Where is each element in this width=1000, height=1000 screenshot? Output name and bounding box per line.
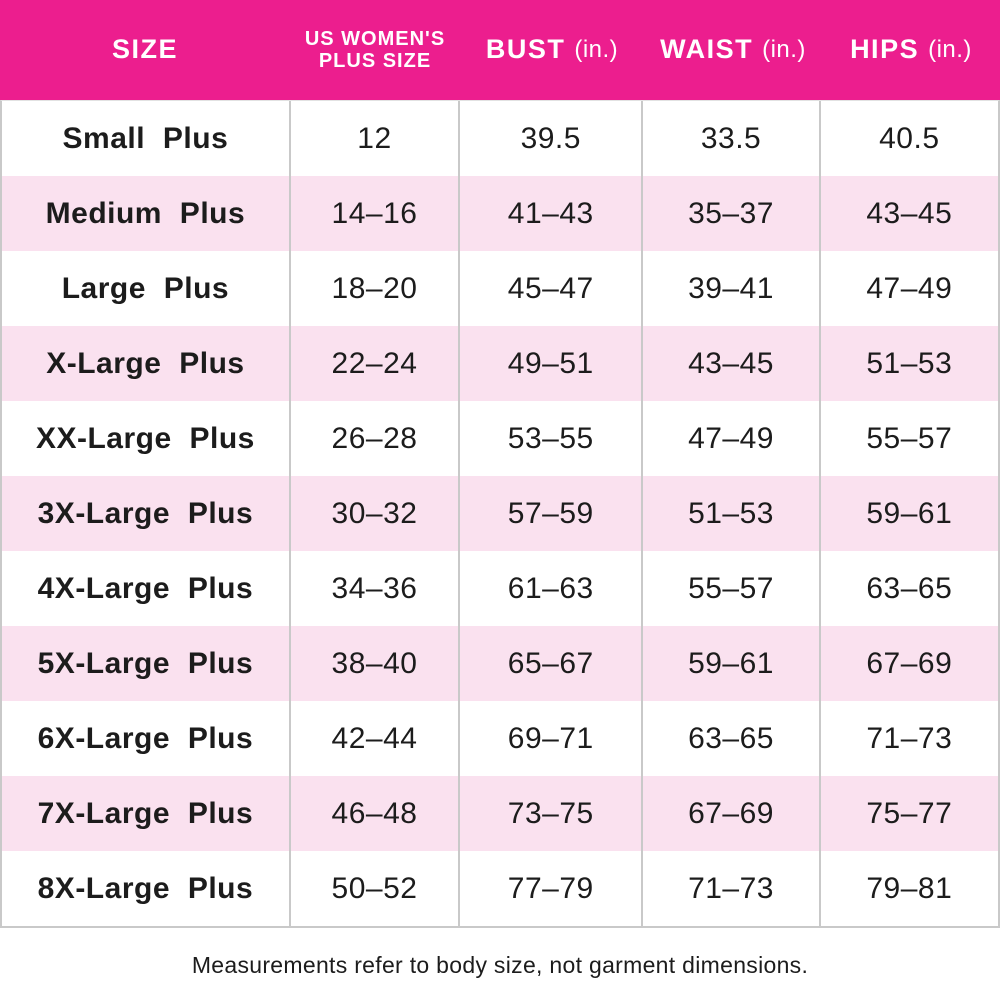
header-hips: HIPS (in.) [822, 0, 1000, 100]
us-plus-size-cell: 38–40 [288, 626, 458, 701]
us-plus-size-cell: 42–44 [288, 701, 458, 776]
bust-cell: 61–63 [458, 551, 641, 626]
us-plus-size-cell: 46–48 [288, 776, 458, 851]
table-row: X-Large Plus 22–24 49–51 43–45 51–53 [2, 326, 998, 401]
hips-cell: 43–45 [818, 176, 998, 251]
table-row: XX-Large Plus 26–28 53–55 47–49 55–57 [2, 401, 998, 476]
header-us-plus-size: US WOMEN'S PLUS SIZE [290, 0, 460, 100]
header-bust-unit: (in.) [574, 35, 619, 63]
header-us-plus-size-label: US WOMEN'S PLUS SIZE [304, 28, 446, 72]
table-row: 8X-Large Plus 50–52 77–79 71–73 79–81 [2, 851, 998, 926]
plus-size-measurement-table: SIZE US WOMEN'S PLUS SIZE BUST (in.) WAI… [0, 0, 1000, 928]
hips-cell: 59–61 [818, 476, 998, 551]
size-cell: 3X-Large Plus [37, 496, 254, 530]
table-row: Medium Plus 14–16 41–43 35–37 43–45 [2, 176, 998, 251]
size-cell: Small Plus [62, 121, 229, 155]
bust-cell: 39.5 [458, 101, 641, 176]
bust-cell: 45–47 [458, 251, 641, 326]
us-plus-size-cell: 34–36 [288, 551, 458, 626]
waist-cell: 33.5 [641, 101, 818, 176]
size-cell: X-Large Plus [46, 346, 245, 380]
hips-cell: 55–57 [818, 401, 998, 476]
header-waist-unit: (in.) [762, 35, 806, 63]
size-cell: 5X-Large Plus [37, 646, 254, 680]
hips-cell: 71–73 [818, 701, 998, 776]
hips-cell: 47–49 [818, 251, 998, 326]
hips-cell: 79–81 [818, 851, 998, 926]
us-plus-size-cell: 30–32 [288, 476, 458, 551]
hips-cell: 51–53 [818, 326, 998, 401]
header-hips-unit: (in.) [928, 35, 972, 63]
waist-cell: 51–53 [641, 476, 818, 551]
us-plus-size-cell: 14–16 [288, 176, 458, 251]
table-row: 3X-Large Plus 30–32 57–59 51–53 59–61 [2, 476, 998, 551]
header-bust-label: BUST [485, 34, 566, 65]
size-cell: 6X-Large Plus [37, 721, 254, 755]
table-body: Small Plus 12 39.5 33.5 40.5 Medium Plus 14–16… [0, 100, 1000, 928]
us-plus-size-cell: 22–24 [288, 326, 458, 401]
bust-cell: 69–71 [458, 701, 641, 776]
waist-cell: 71–73 [641, 851, 818, 926]
size-cell: Medium Plus [45, 196, 246, 230]
hips-cell: 40.5 [818, 101, 998, 176]
table-row: Small Plus 12 39.5 33.5 40.5 [2, 101, 998, 176]
size-cell: Large Plus [61, 271, 230, 305]
us-plus-size-cell: 18–20 [288, 251, 458, 326]
us-plus-size-cell: 12 [288, 101, 458, 176]
measurement-footnote: Measurements refer to body size, not gar… [191, 952, 809, 978]
header-bust: BUST (in.) [460, 0, 644, 100]
hips-cell: 75–77 [818, 776, 998, 851]
waist-cell: 67–69 [641, 776, 818, 851]
bust-cell: 41–43 [458, 176, 641, 251]
table-row: 6X-Large Plus 42–44 69–71 63–65 71–73 [2, 701, 998, 776]
waist-cell: 39–41 [641, 251, 818, 326]
header-hips-label: HIPS [850, 34, 920, 65]
size-cell: 7X-Large Plus [37, 796, 254, 830]
size-cell: 4X-Large Plus [37, 571, 254, 605]
bust-cell: 73–75 [458, 776, 641, 851]
header-size: SIZE [0, 0, 290, 100]
table-row: Large Plus 18–20 45–47 39–41 47–49 [2, 251, 998, 326]
us-plus-size-cell: 50–52 [288, 851, 458, 926]
waist-cell: 43–45 [641, 326, 818, 401]
bust-cell: 57–59 [458, 476, 641, 551]
size-cell: XX-Large Plus [35, 421, 255, 455]
bust-cell: 49–51 [458, 326, 641, 401]
bust-cell: 65–67 [458, 626, 641, 701]
bust-cell: 53–55 [458, 401, 641, 476]
table-row: 4X-Large Plus 34–36 61–63 55–57 63–65 [2, 551, 998, 626]
hips-cell: 63–65 [818, 551, 998, 626]
table-row: 7X-Large Plus 46–48 73–75 67–69 75–77 [2, 776, 998, 851]
waist-cell: 59–61 [641, 626, 818, 701]
hips-cell: 67–69 [818, 626, 998, 701]
header-waist: WAIST (in.) [644, 0, 822, 100]
bust-cell: 77–79 [458, 851, 641, 926]
header-size-label: SIZE [111, 34, 178, 65]
waist-cell: 35–37 [641, 176, 818, 251]
size-cell: 8X-Large Plus [37, 871, 254, 905]
waist-cell: 63–65 [641, 701, 818, 776]
table-header-row: SIZE US WOMEN'S PLUS SIZE BUST (in.) WAI… [0, 0, 1000, 100]
header-waist-label: WAIST [660, 34, 754, 65]
us-plus-size-cell: 26–28 [288, 401, 458, 476]
table-row: 5X-Large Plus 38–40 65–67 59–61 67–69 [2, 626, 998, 701]
waist-cell: 55–57 [641, 551, 818, 626]
waist-cell: 47–49 [641, 401, 818, 476]
